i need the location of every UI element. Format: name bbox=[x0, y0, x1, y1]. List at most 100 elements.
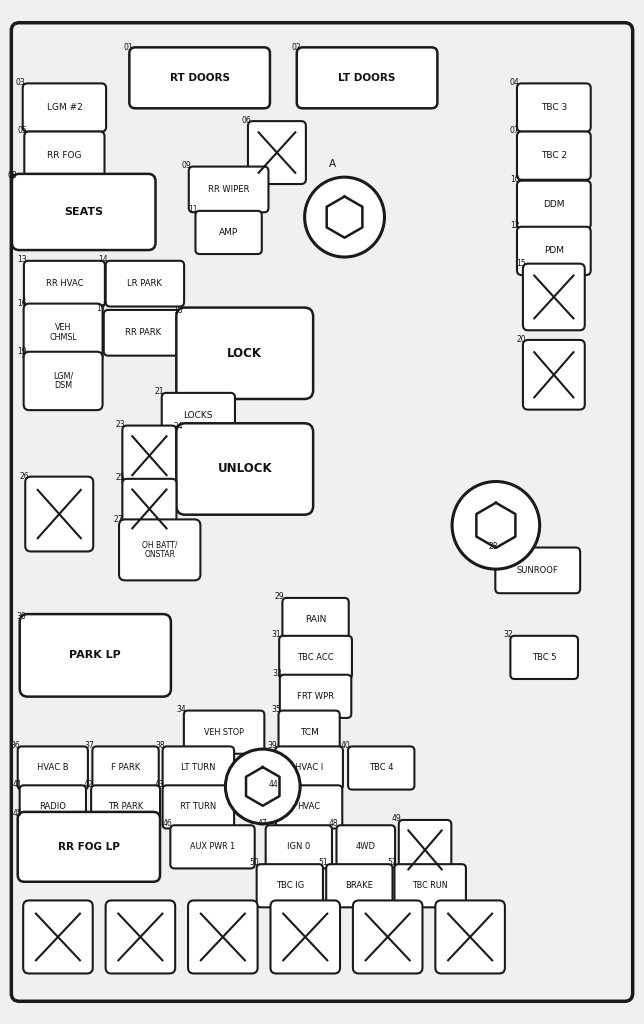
FancyBboxPatch shape bbox=[276, 785, 342, 828]
Text: 49: 49 bbox=[392, 814, 401, 823]
Text: 09: 09 bbox=[182, 161, 191, 170]
Text: RR HVAC: RR HVAC bbox=[46, 280, 83, 288]
FancyBboxPatch shape bbox=[20, 785, 86, 828]
Text: 24: 24 bbox=[173, 422, 183, 431]
FancyBboxPatch shape bbox=[91, 785, 160, 828]
Text: TBC IG: TBC IG bbox=[276, 882, 304, 890]
Text: LT TURN: LT TURN bbox=[181, 764, 216, 772]
Text: 44: 44 bbox=[269, 779, 278, 788]
Text: 52: 52 bbox=[387, 858, 397, 867]
FancyBboxPatch shape bbox=[18, 812, 160, 882]
FancyBboxPatch shape bbox=[280, 675, 351, 718]
FancyBboxPatch shape bbox=[327, 864, 392, 907]
Text: 39: 39 bbox=[268, 740, 278, 750]
Text: RR FOG: RR FOG bbox=[47, 152, 82, 160]
Text: UNLOCK: UNLOCK bbox=[218, 463, 272, 475]
Text: 01: 01 bbox=[124, 43, 133, 52]
FancyBboxPatch shape bbox=[495, 548, 580, 593]
FancyBboxPatch shape bbox=[248, 121, 306, 184]
Text: 02: 02 bbox=[291, 43, 301, 52]
Text: 42: 42 bbox=[84, 779, 93, 788]
Text: 20: 20 bbox=[516, 335, 526, 344]
Text: LR PARK: LR PARK bbox=[128, 280, 162, 288]
FancyBboxPatch shape bbox=[129, 47, 270, 109]
FancyBboxPatch shape bbox=[119, 519, 200, 581]
FancyBboxPatch shape bbox=[171, 825, 254, 868]
Text: TBC 3: TBC 3 bbox=[541, 103, 567, 112]
Circle shape bbox=[305, 177, 384, 257]
Text: RT DOORS: RT DOORS bbox=[169, 73, 230, 83]
Text: TBC RUN: TBC RUN bbox=[412, 882, 448, 890]
Text: FRT WPR: FRT WPR bbox=[297, 692, 334, 700]
FancyBboxPatch shape bbox=[23, 900, 93, 974]
Text: 15: 15 bbox=[516, 259, 526, 268]
FancyBboxPatch shape bbox=[162, 393, 235, 438]
FancyBboxPatch shape bbox=[176, 307, 313, 399]
FancyBboxPatch shape bbox=[24, 303, 102, 362]
Text: HVAC I: HVAC I bbox=[295, 764, 323, 772]
Text: AMP: AMP bbox=[219, 228, 238, 237]
FancyBboxPatch shape bbox=[23, 83, 106, 132]
Text: 50: 50 bbox=[249, 858, 259, 867]
FancyBboxPatch shape bbox=[93, 746, 158, 790]
FancyBboxPatch shape bbox=[270, 900, 340, 974]
Text: 4WD: 4WD bbox=[355, 843, 376, 851]
Text: SEATS: SEATS bbox=[64, 207, 103, 217]
Text: 14: 14 bbox=[99, 255, 108, 264]
Text: 45: 45 bbox=[13, 809, 23, 818]
Text: RR FOG LP: RR FOG LP bbox=[58, 842, 120, 852]
Text: TBC 4: TBC 4 bbox=[369, 764, 393, 772]
FancyBboxPatch shape bbox=[188, 900, 258, 974]
FancyBboxPatch shape bbox=[517, 83, 591, 132]
Text: 17: 17 bbox=[97, 304, 106, 313]
Text: TBC 2: TBC 2 bbox=[541, 152, 567, 160]
FancyBboxPatch shape bbox=[257, 864, 323, 907]
Text: 38: 38 bbox=[155, 740, 165, 750]
FancyBboxPatch shape bbox=[20, 614, 171, 696]
Text: HVAC B: HVAC B bbox=[37, 764, 69, 772]
FancyBboxPatch shape bbox=[337, 825, 395, 868]
Text: RT TURN: RT TURN bbox=[180, 803, 216, 811]
Text: 13: 13 bbox=[17, 255, 26, 264]
Text: 46: 46 bbox=[163, 819, 173, 828]
Text: 05: 05 bbox=[17, 126, 27, 135]
Text: 08: 08 bbox=[8, 171, 17, 180]
Text: 04: 04 bbox=[510, 78, 520, 87]
FancyBboxPatch shape bbox=[196, 211, 261, 254]
FancyBboxPatch shape bbox=[435, 900, 505, 974]
FancyBboxPatch shape bbox=[106, 900, 175, 974]
Text: 23: 23 bbox=[115, 420, 125, 429]
Text: 28: 28 bbox=[488, 542, 498, 551]
FancyBboxPatch shape bbox=[517, 180, 591, 229]
FancyBboxPatch shape bbox=[283, 598, 348, 641]
FancyBboxPatch shape bbox=[348, 746, 414, 790]
Text: BRAKE: BRAKE bbox=[345, 882, 374, 890]
Text: 34: 34 bbox=[176, 705, 186, 714]
FancyBboxPatch shape bbox=[523, 340, 585, 410]
Text: TBC ACC: TBC ACC bbox=[298, 653, 334, 662]
Circle shape bbox=[452, 481, 540, 569]
Text: 03: 03 bbox=[15, 78, 25, 87]
Text: OH BATT/
ONSTAR: OH BATT/ ONSTAR bbox=[142, 541, 178, 559]
Text: 30: 30 bbox=[16, 612, 26, 622]
FancyBboxPatch shape bbox=[276, 746, 343, 790]
Text: 40: 40 bbox=[341, 740, 350, 750]
FancyBboxPatch shape bbox=[266, 825, 332, 868]
Text: 06: 06 bbox=[241, 116, 251, 125]
Text: 51: 51 bbox=[319, 858, 328, 867]
Text: VEH STOP: VEH STOP bbox=[204, 728, 244, 736]
Text: 33: 33 bbox=[272, 669, 282, 678]
Text: 35: 35 bbox=[271, 705, 281, 714]
FancyBboxPatch shape bbox=[517, 131, 591, 180]
FancyBboxPatch shape bbox=[24, 351, 102, 411]
Text: LT DOORS: LT DOORS bbox=[338, 73, 396, 83]
FancyBboxPatch shape bbox=[523, 263, 585, 331]
Text: RAIN: RAIN bbox=[305, 615, 327, 624]
Text: PDM: PDM bbox=[544, 247, 564, 255]
FancyBboxPatch shape bbox=[18, 746, 88, 790]
Text: 31: 31 bbox=[272, 630, 281, 639]
Text: 48: 48 bbox=[329, 819, 339, 828]
Text: 27: 27 bbox=[113, 515, 123, 524]
FancyBboxPatch shape bbox=[24, 131, 104, 180]
FancyBboxPatch shape bbox=[279, 636, 352, 679]
